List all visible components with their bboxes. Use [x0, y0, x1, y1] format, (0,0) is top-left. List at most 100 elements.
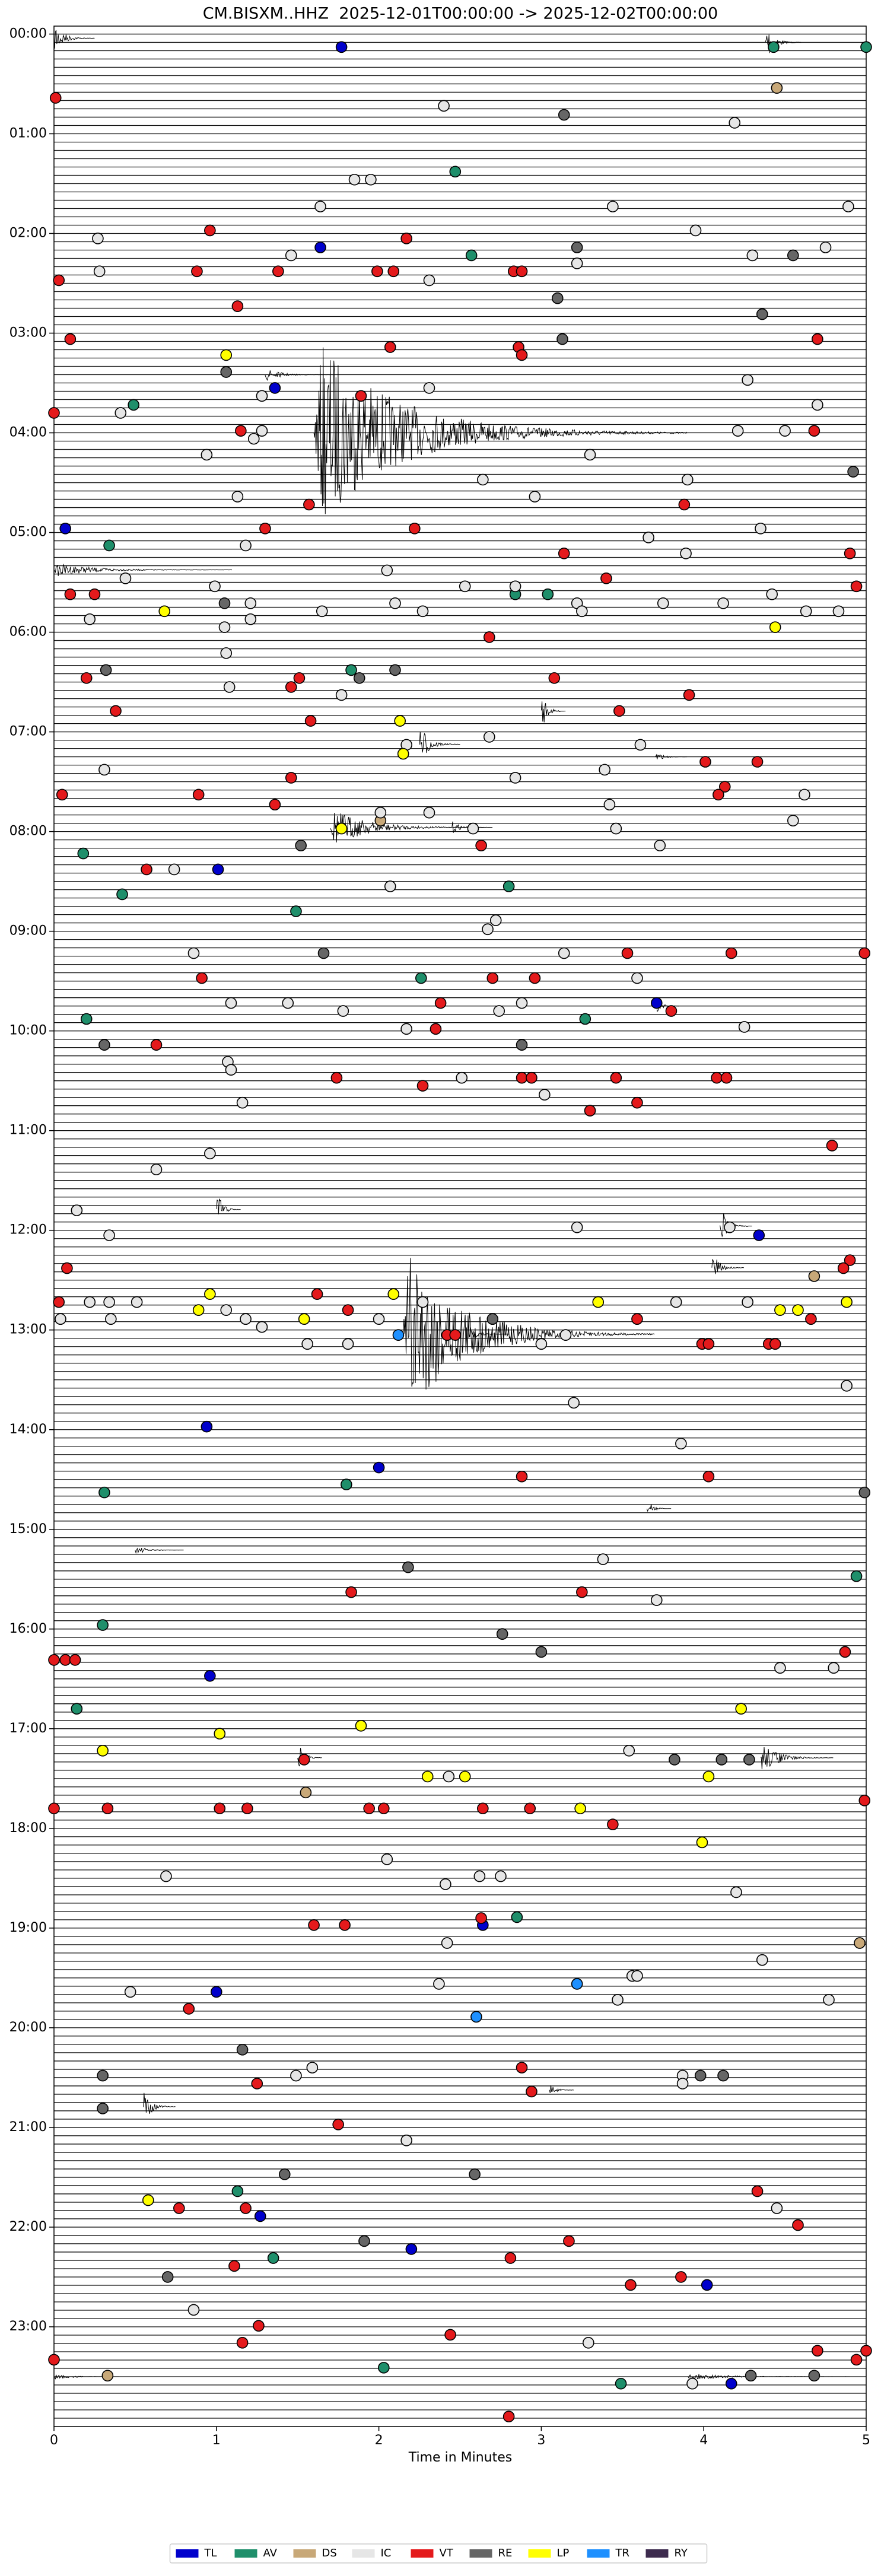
- event-marker: [84, 1296, 96, 1308]
- event-marker: [71, 1204, 83, 1216]
- event-marker: [558, 109, 570, 121]
- event-marker: [59, 1654, 71, 1666]
- event-marker: [493, 1005, 505, 1017]
- event-marker: [416, 1296, 429, 1308]
- event-marker: [482, 923, 494, 936]
- event-marker: [348, 173, 361, 186]
- event-marker: [743, 1754, 755, 1766]
- event-marker: [718, 781, 731, 793]
- event-marker: [201, 449, 213, 461]
- event-marker: [475, 1912, 487, 1924]
- event-marker: [766, 588, 778, 600]
- legend-label: RE: [498, 2547, 513, 2559]
- event-marker: [571, 241, 583, 253]
- event-marker: [381, 564, 393, 577]
- event-marker: [574, 1802, 586, 1815]
- event-marker: [298, 1313, 310, 1325]
- event-marker: [363, 1802, 375, 1815]
- event-marker: [529, 491, 541, 503]
- event-marker: [526, 2085, 537, 2098]
- event-marker: [858, 947, 871, 959]
- y-tick-label: 12:00: [9, 1223, 47, 1238]
- event-marker: [218, 621, 231, 633]
- plot-frame: [53, 26, 867, 2427]
- event-marker: [400, 2134, 412, 2146]
- event-marker: [483, 731, 495, 743]
- y-tick-label: 08:00: [9, 824, 47, 839]
- event-marker: [345, 664, 357, 676]
- y-tick-label: 11:00: [9, 1123, 47, 1138]
- legend-swatch: [469, 2549, 492, 2558]
- event-marker: [579, 1013, 591, 1025]
- event-marker: [858, 1486, 871, 1499]
- event-marker: [433, 1978, 445, 1990]
- event-marker: [423, 274, 435, 287]
- event-marker: [584, 1105, 596, 1117]
- event-marker: [88, 588, 101, 600]
- event-marker: [805, 1313, 817, 1325]
- waveform: [53, 563, 233, 576]
- event-marker: [702, 1338, 715, 1350]
- event-marker: [48, 2354, 60, 2366]
- event-marker: [576, 605, 588, 618]
- event-marker: [599, 764, 610, 776]
- event-marker: [467, 822, 479, 835]
- y-tick-label: 17:00: [9, 1721, 47, 1736]
- event-marker: [304, 715, 317, 727]
- y-tick-label: 05:00: [9, 525, 47, 540]
- event-marker: [337, 1005, 349, 1017]
- event-marker: [183, 2003, 195, 2015]
- event-marker: [711, 1071, 723, 1084]
- event-marker: [244, 613, 257, 625]
- event-marker: [332, 2119, 344, 2130]
- waveform: [655, 753, 688, 759]
- event-marker: [725, 947, 737, 959]
- event-marker: [449, 1329, 462, 1341]
- event-marker: [240, 539, 252, 552]
- event-marker: [571, 1221, 583, 1233]
- event-marker: [597, 1553, 609, 1565]
- event-marker: [854, 1937, 866, 1949]
- event-marker: [56, 788, 68, 801]
- event-marker: [610, 1071, 622, 1084]
- event-marker: [409, 523, 421, 535]
- event-marker: [819, 241, 832, 253]
- event-marker: [625, 2279, 637, 2291]
- event-marker: [212, 863, 224, 876]
- event-marker: [440, 1878, 451, 1890]
- legend-swatch: [293, 2549, 316, 2558]
- event-marker: [105, 1313, 117, 1325]
- event-marker: [116, 888, 128, 901]
- event-marker: [774, 1304, 786, 1316]
- event-marker: [355, 1719, 367, 1732]
- x-tick-label: 3: [537, 2433, 545, 2448]
- event-marker: [504, 2252, 517, 2264]
- event-marker: [680, 548, 692, 559]
- event-marker: [800, 605, 812, 618]
- event-marker: [607, 1818, 619, 1830]
- event-marker: [358, 2235, 370, 2247]
- event-marker: [832, 605, 845, 618]
- y-tick-label: 23:00: [9, 2319, 47, 2334]
- y-tick-label: 04:00: [9, 425, 47, 440]
- event-marker: [387, 265, 400, 278]
- waveform: [265, 370, 330, 381]
- event-marker: [787, 815, 799, 826]
- y-tick-label: 16:00: [9, 1621, 47, 1636]
- event-marker: [345, 1586, 357, 1598]
- waveform: [53, 30, 95, 49]
- event-marker: [218, 597, 231, 609]
- event-marker: [779, 425, 791, 437]
- event-marker: [502, 2410, 515, 2422]
- event-marker: [713, 788, 724, 801]
- event-marker: [526, 1071, 537, 1084]
- event-marker: [168, 863, 180, 876]
- event-marker: [612, 1994, 624, 2006]
- event-marker: [438, 100, 450, 112]
- event-marker: [650, 1594, 663, 1606]
- chart-title: CM.BISXM..HHZ 2025-12-01T00:00:00 -> 202…: [203, 5, 718, 23]
- event-marker: [516, 1071, 528, 1084]
- event-marker: [204, 224, 216, 237]
